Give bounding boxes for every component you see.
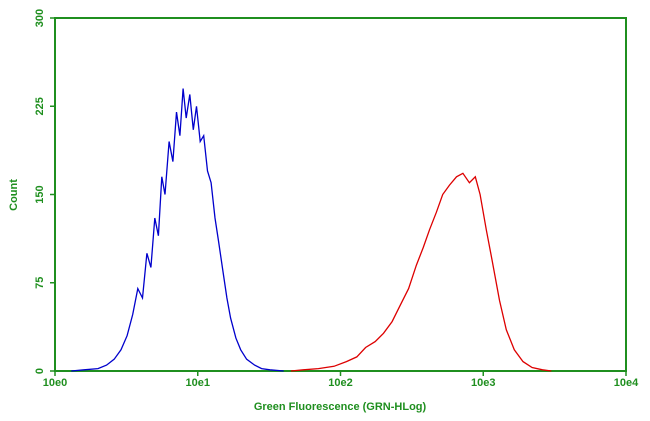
x-tick-label: 10e0: [43, 377, 67, 389]
y-axis-label: Count: [8, 179, 20, 211]
x-tick-label: 10e3: [471, 377, 495, 389]
y-tick-label: 225: [34, 97, 46, 115]
y-tick-label: 0: [34, 368, 46, 374]
y-tick-label: 300: [34, 9, 46, 27]
x-tick-label: 10e2: [328, 377, 352, 389]
series-line: [71, 88, 284, 372]
y-tick-label: 150: [34, 185, 46, 203]
y-tick-label: 75: [34, 277, 46, 289]
plot-frame: [54, 17, 627, 372]
series-line: [290, 172, 552, 372]
x-axis-label: Green Fluorescence (GRN-HLog): [254, 401, 427, 413]
x-tick-label: 10e4: [614, 377, 639, 389]
x-tick-label: 10e1: [186, 377, 210, 389]
